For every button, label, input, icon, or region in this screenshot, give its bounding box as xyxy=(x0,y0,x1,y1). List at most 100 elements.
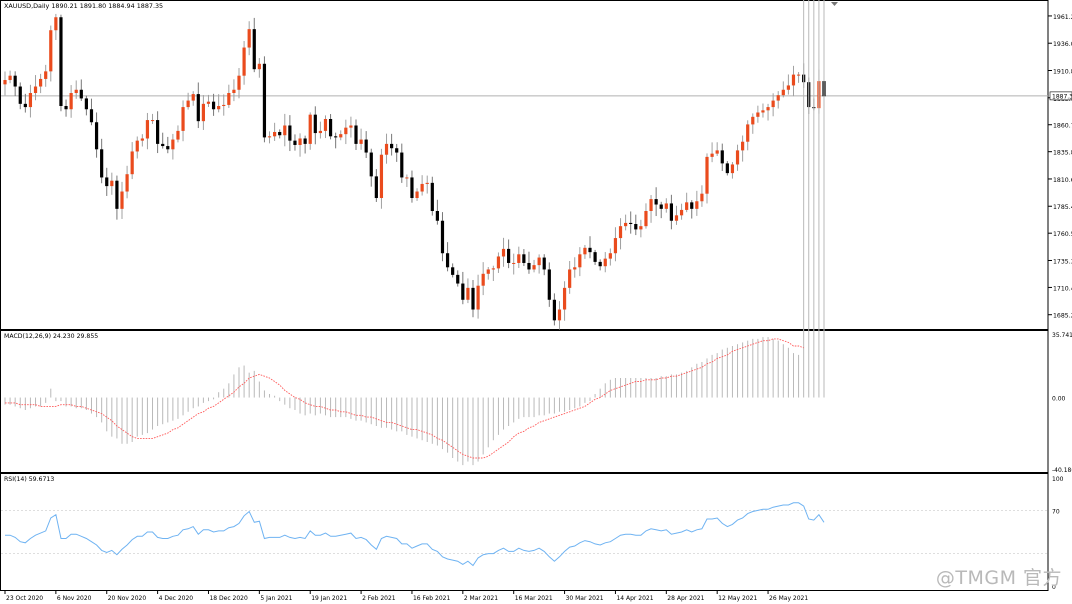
price-ytick-label: 1710.40 xyxy=(1053,285,1072,292)
candle-body xyxy=(115,180,119,209)
candle-body xyxy=(181,107,185,131)
time-tick-label: 19 Jan 2021 xyxy=(311,595,347,602)
candle-body xyxy=(720,150,724,164)
candle-body xyxy=(140,138,144,141)
candle-body xyxy=(384,143,389,155)
candle-body xyxy=(527,262,531,270)
candle-body xyxy=(781,89,785,96)
candle-body xyxy=(700,193,704,202)
candle-body xyxy=(74,89,78,94)
candle-body xyxy=(257,63,261,70)
price-panel[interactable]: 1961.201936.001910.801885.601860.701835.… xyxy=(0,0,1072,330)
macd-ytick-label: 35.741 xyxy=(1052,332,1072,339)
price-ytick-label: 1936.00 xyxy=(1053,41,1072,48)
candle-body xyxy=(145,120,150,139)
candle-body xyxy=(262,63,267,138)
candle-body xyxy=(542,257,546,270)
macd-panel[interactable]: 35.741 0.00 -40.186 MACD(12,26,9) 24.230 29… xyxy=(0,0,1072,474)
candle-body xyxy=(323,118,328,131)
candle-body xyxy=(430,182,434,212)
candle-body xyxy=(517,254,521,263)
candle-body xyxy=(349,125,353,128)
candle-body xyxy=(654,199,658,205)
rsi-panel[interactable]: 100 70 0 RSI(14) 59.6713 xyxy=(0,473,1064,592)
time-tick-label: 23 Oct 2020 xyxy=(6,595,43,602)
candle-body xyxy=(379,154,384,199)
price-ytick-label: 1785.40 xyxy=(1053,204,1072,211)
candle-body xyxy=(501,248,506,257)
candle-body xyxy=(150,120,155,122)
shift-marker-icon xyxy=(831,2,838,6)
price-ytick-label: 1910.80 xyxy=(1053,68,1072,75)
price-ytick-label: 1735.30 xyxy=(1053,258,1072,265)
candle-body xyxy=(415,191,419,199)
candle-body xyxy=(298,138,302,145)
candle-body xyxy=(557,309,562,321)
candle-body xyxy=(791,74,796,86)
candle-body xyxy=(13,75,17,87)
time-tick-label: 16 Feb 2021 xyxy=(413,595,451,602)
candle-body xyxy=(664,203,668,209)
candle-body xyxy=(18,86,22,104)
candle-body xyxy=(206,101,211,104)
candle-body xyxy=(761,110,765,113)
candle-body xyxy=(629,222,633,224)
candle-body xyxy=(303,138,307,144)
time-tick-label: 18 Dec 2020 xyxy=(209,595,248,602)
candle-body xyxy=(649,199,653,212)
candle-body xyxy=(201,103,205,122)
candle-body xyxy=(135,140,139,152)
price-border xyxy=(0,0,1049,330)
candle-body xyxy=(624,222,628,227)
candle-body xyxy=(267,136,272,138)
current-price-tag xyxy=(1049,91,1072,101)
candle-body xyxy=(537,257,541,266)
candle-body xyxy=(308,114,312,144)
candle-body xyxy=(735,150,740,165)
candle-body xyxy=(161,143,165,147)
macd-ytick-label: 0.00 xyxy=(1052,396,1066,403)
time-tick-label: 16 Mar 2021 xyxy=(515,595,553,602)
candle-body xyxy=(344,127,348,135)
candle-body xyxy=(313,114,317,134)
candle-body xyxy=(39,78,43,87)
candle-body xyxy=(283,125,287,136)
candle-body xyxy=(456,274,460,284)
candle-body xyxy=(552,299,556,321)
time-tick-label: 6 Nov 2020 xyxy=(57,595,92,602)
time-tick-label: 26 May 2021 xyxy=(769,595,808,602)
candle-body xyxy=(191,94,195,101)
candle-body xyxy=(369,152,373,177)
candle-body xyxy=(618,226,623,239)
price-ytick-label: 1685.20 xyxy=(1053,313,1072,320)
time-tick-label: 20 Nov 2020 xyxy=(108,595,147,602)
candle-body xyxy=(471,287,475,310)
candle-body xyxy=(766,107,770,111)
candle-body xyxy=(89,109,94,123)
candle-body xyxy=(547,269,551,300)
candle-body xyxy=(420,183,424,192)
candle-body xyxy=(44,71,48,79)
candle-body xyxy=(659,204,663,209)
candle-body xyxy=(59,17,63,107)
candle-body xyxy=(507,248,511,263)
candle-body xyxy=(741,141,745,151)
candle-body xyxy=(242,47,246,76)
candle-body xyxy=(288,125,292,141)
candle-body xyxy=(476,285,480,310)
rsi-ytick-label: 70 xyxy=(1052,508,1060,515)
macd-title: MACD(12,26,9) 24.230 29.855 xyxy=(4,333,98,340)
candle-body xyxy=(532,265,536,270)
candle-body xyxy=(171,139,175,150)
rsi-title: RSI(14) 59.6713 xyxy=(4,476,54,483)
candle-body xyxy=(578,254,582,268)
time-tick-label: 4 Dec 2020 xyxy=(159,595,194,602)
candle-body xyxy=(278,131,282,136)
candle-body xyxy=(710,153,714,157)
candle-body xyxy=(247,29,251,48)
candle-body xyxy=(374,176,378,199)
candle-body xyxy=(573,267,577,270)
rsi-ytick-label: 0 xyxy=(1052,584,1056,591)
current-price-label: 1887.35 xyxy=(1052,93,1072,100)
